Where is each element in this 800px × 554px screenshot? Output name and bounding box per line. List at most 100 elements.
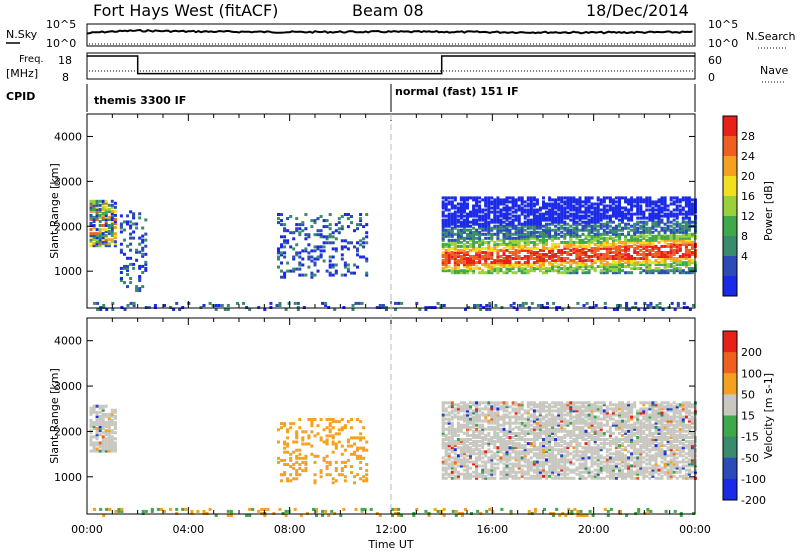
- heatmap-cell: [554, 198, 558, 202]
- heatmap-cell: [505, 405, 509, 409]
- heatmap-cell: [459, 450, 463, 454]
- heatmap-cell: [459, 269, 463, 273]
- heatmap-cell: [95, 414, 99, 418]
- heatmap-cell: [98, 425, 102, 429]
- heatmap-cell: [648, 251, 652, 254]
- heatmap-cell: [324, 304, 328, 307]
- heatmap-cell: [593, 226, 597, 230]
- heatmap-cell: [545, 210, 548, 214]
- heatmap-cell: [690, 251, 694, 254]
- heatmap-cell: [599, 427, 603, 431]
- heatmap-cell: [584, 466, 588, 470]
- heatmap-cell: [499, 456, 503, 460]
- heatmap-cell: [444, 413, 448, 417]
- heatmap-cell: [496, 226, 500, 230]
- heatmap-cell: [517, 411, 521, 415]
- heatmap-cell: [478, 259, 482, 263]
- heatmap-cell: [524, 301, 528, 305]
- heatmap-cell: [104, 412, 108, 416]
- heatmap-cell: [608, 224, 612, 228]
- heatmap-cell: [499, 265, 503, 269]
- heatmap-cell: [450, 234, 454, 238]
- heatmap-cell: [523, 440, 527, 443]
- heatmap-cell: [614, 438, 618, 441]
- heatmap-cell: [362, 448, 366, 452]
- heatmap-cell: [608, 255, 612, 258]
- heatmap-cell: [469, 236, 472, 240]
- heatmap-cell: [542, 200, 545, 204]
- heatmap-cell: [681, 236, 685, 240]
- heatmap-cell: [535, 456, 539, 460]
- heatmap-cell: [441, 210, 445, 214]
- heatmap-cell: [466, 438, 469, 441]
- heatmap-cell: [575, 208, 579, 212]
- heatmap-cell: [502, 242, 506, 246]
- heatmap-cell: [669, 202, 673, 206]
- heatmap-cell: [538, 446, 542, 450]
- heatmap-cell: [499, 269, 503, 273]
- heatmap-cell: [481, 436, 485, 439]
- heatmap-cell: [514, 456, 518, 460]
- heatmap-cell: [511, 224, 515, 228]
- heatmap-cell: [520, 271, 524, 275]
- heatmap-cell: [107, 441, 111, 445]
- heatmap-cell: [484, 222, 488, 226]
- heatmap-cell: [602, 411, 606, 415]
- heatmap-cell: [98, 421, 102, 424]
- heatmap-cell: [596, 238, 600, 242]
- heatmap-cell: [307, 235, 311, 239]
- heatmap-cell: [113, 205, 117, 209]
- heatmap-cell: [328, 473, 332, 477]
- heatmap-cell: [648, 200, 652, 204]
- heatmap-cell: [475, 429, 479, 433]
- heatmap-cell: [107, 414, 111, 418]
- heatmap-cell: [442, 304, 446, 307]
- heatmap-cell: [478, 423, 482, 427]
- heatmap-cell: [481, 210, 485, 214]
- heatmap-cell: [487, 263, 491, 267]
- heatmap-cell: [505, 472, 509, 476]
- heatmap-cell: [621, 244, 624, 248]
- heatmap-cell: [535, 230, 539, 234]
- heatmap-cell: [98, 215, 102, 219]
- heatmap-cell: [310, 424, 314, 428]
- heatmap-cell: [481, 208, 485, 212]
- heatmap-cell: [596, 421, 600, 425]
- heatmap-cell: [678, 257, 682, 260]
- heatmap-cell: [456, 218, 460, 222]
- heatmap-cell: [487, 409, 491, 413]
- heatmap-cell: [611, 230, 615, 234]
- heatmap-cell: [611, 208, 615, 212]
- heatmap-cell: [605, 462, 609, 466]
- heatmap-cell: [569, 244, 573, 248]
- heatmap-cell: [481, 198, 485, 202]
- heatmap-cell: [350, 426, 353, 430]
- heatmap-cell: [447, 238, 451, 242]
- heatmap-cell: [648, 202, 652, 206]
- heatmap-cell: [226, 304, 230, 307]
- heatmap-cell: [633, 224, 637, 228]
- heatmap-cell: [675, 222, 679, 226]
- heatmap-cell: [487, 228, 491, 232]
- heatmap-cell: [633, 236, 637, 240]
- heatmap-cell: [545, 448, 548, 452]
- heatmap-cell: [459, 271, 463, 275]
- heatmap-cell: [310, 418, 314, 421]
- heatmap-cell: [475, 253, 479, 256]
- heatmap-cell: [605, 267, 609, 271]
- heatmap-cell: [614, 425, 618, 429]
- heatmap-cell: [478, 454, 482, 458]
- heatmap-cell: [493, 210, 497, 214]
- heatmap-cell: [475, 240, 479, 244]
- heatmap-cell: [346, 420, 350, 424]
- heatmap-cell: [508, 417, 512, 421]
- heatmap-cell: [523, 269, 527, 273]
- heatmap-cell: [499, 458, 503, 462]
- heatmap-cell: [472, 462, 476, 466]
- heatmap-cell: [472, 423, 476, 427]
- heatmap-cell: [538, 444, 542, 448]
- heatmap-cell: [542, 246, 545, 250]
- heatmap-cell: [639, 242, 643, 246]
- heatmap-cell: [487, 202, 491, 206]
- heatmap-cell: [575, 200, 579, 204]
